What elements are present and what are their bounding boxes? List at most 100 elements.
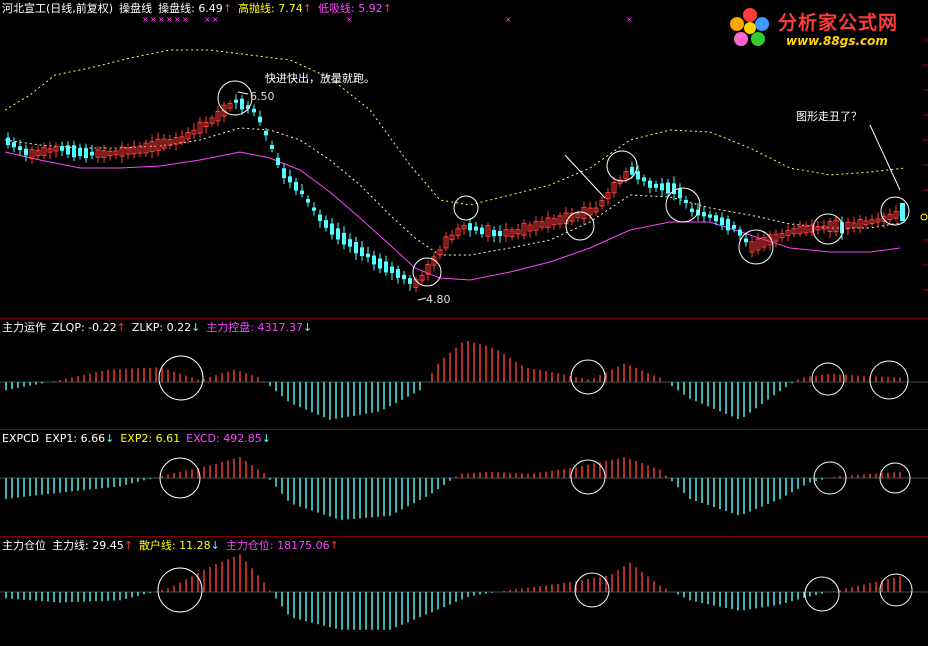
candle-down <box>702 212 706 217</box>
candle-up <box>551 218 557 226</box>
candle-down <box>18 146 22 151</box>
candle-down <box>666 182 670 194</box>
highlight-circle <box>880 196 910 226</box>
candle-up <box>509 229 515 238</box>
candle-up <box>35 150 41 157</box>
candle-down <box>66 145 70 155</box>
logo-text: 分析家公式网 <box>778 12 899 34</box>
panel2-item-0: EXP1: 6.66↓ <box>45 432 115 445</box>
candle-down <box>300 190 304 195</box>
panel3-item-1: 散户线: 11.28↓ <box>138 539 220 552</box>
candle-up <box>833 219 839 233</box>
candle-down <box>408 278 412 284</box>
pointer-arrow <box>869 124 901 191</box>
annotation-ugly-pattern: 图形走丑了？ <box>796 110 862 123</box>
candle-up <box>101 150 107 158</box>
candle-up <box>521 222 527 236</box>
indicator-1: 高抛线: 7.74↑ <box>238 2 312 15</box>
candle-up <box>209 117 215 124</box>
candle-up <box>203 121 209 128</box>
candle-down <box>492 230 496 237</box>
highlight-circle <box>217 80 253 116</box>
candle-down <box>84 148 88 159</box>
signal-marker: × <box>212 15 219 24</box>
candle-up <box>557 215 563 225</box>
candle-down <box>720 217 724 225</box>
zhuli-cangwei-circle <box>574 572 610 608</box>
candle-down <box>390 266 394 273</box>
panel2-name: EXPCD <box>2 432 40 445</box>
candle-up <box>419 275 425 281</box>
candle-up <box>95 149 101 158</box>
candle-up <box>857 218 863 229</box>
candle-up <box>845 221 851 230</box>
candle-down <box>258 116 262 123</box>
expcd-circle <box>813 461 847 495</box>
panel3-item-2: 主力仓位: 18175.06↑ <box>225 539 339 552</box>
candle-up <box>821 225 827 230</box>
candle-up <box>227 103 233 109</box>
candle-up <box>53 146 59 152</box>
candle-down <box>384 261 388 273</box>
candle-up <box>815 226 821 231</box>
signal-marker: × <box>174 15 181 24</box>
candle-down <box>264 130 268 136</box>
candle-down <box>240 98 244 110</box>
candle-up <box>779 233 785 239</box>
panel1-name: 主力运作 <box>2 321 46 334</box>
candle-up <box>827 221 833 232</box>
main-panel-header: 河北宣工(日线,前复权) 操盘线 操盘线: 6.49↑ 高抛线: 7.74↑ 低吸线: … <box>2 2 398 15</box>
candle-up <box>125 147 131 155</box>
candle-up <box>569 212 575 222</box>
candle-down <box>402 274 406 280</box>
candle-down <box>78 147 82 156</box>
candle-down <box>246 105 250 109</box>
candle-up <box>131 146 137 155</box>
zhuli-yunzuo-circle <box>570 359 606 395</box>
candle-up <box>161 138 167 149</box>
signal-marker: × <box>158 15 165 24</box>
candle-up <box>191 129 197 135</box>
candle-up <box>893 211 899 219</box>
panel2-item-2: EXCD: 492.85↓ <box>186 432 271 445</box>
candle-up <box>413 279 419 288</box>
panel1-item-1: ZLKP: 0.22↓ <box>131 321 201 334</box>
zhuli-cangwei-circle <box>157 567 203 613</box>
candle-up <box>791 228 797 235</box>
candle-down <box>318 214 322 222</box>
candle-down <box>480 227 484 235</box>
logo-url: www.88gs.com <box>786 34 888 48</box>
candle-up <box>221 104 227 117</box>
candle-up <box>527 224 533 232</box>
candle-down <box>72 145 76 158</box>
candle-up <box>809 224 815 233</box>
expcd-circle <box>879 462 911 494</box>
candle-down <box>468 223 472 231</box>
candle-up <box>197 121 203 134</box>
candle-up <box>119 146 125 157</box>
candle-up <box>881 215 887 222</box>
operation-line <box>4 127 906 256</box>
candle-up <box>785 230 791 237</box>
candle-down <box>672 183 676 194</box>
candle-down <box>498 231 502 237</box>
signal-marker: × <box>204 15 211 24</box>
candle-up <box>461 225 467 230</box>
highlight-circle <box>412 257 442 287</box>
candle-up <box>143 142 149 154</box>
candle-down <box>714 215 718 222</box>
annotation-quick-trade: 快进快出，放量就跑。 <box>265 72 375 85</box>
highlight-circle <box>665 187 701 223</box>
current-price-dot <box>920 213 928 221</box>
indicator-2: 低吸线: 5.92↑ <box>317 2 392 15</box>
signal-marker: × <box>150 15 157 24</box>
candle-up <box>137 145 143 154</box>
price-pointer <box>417 297 427 301</box>
candle-down <box>330 223 334 235</box>
candle-up <box>485 225 491 237</box>
candle-up <box>545 217 551 228</box>
panel3-item-0: 主力线: 29.45↑ <box>52 539 133 552</box>
candle-down <box>348 239 352 247</box>
site-logo[interactable]: 分析家公式网 www.88gs.com <box>724 4 920 52</box>
